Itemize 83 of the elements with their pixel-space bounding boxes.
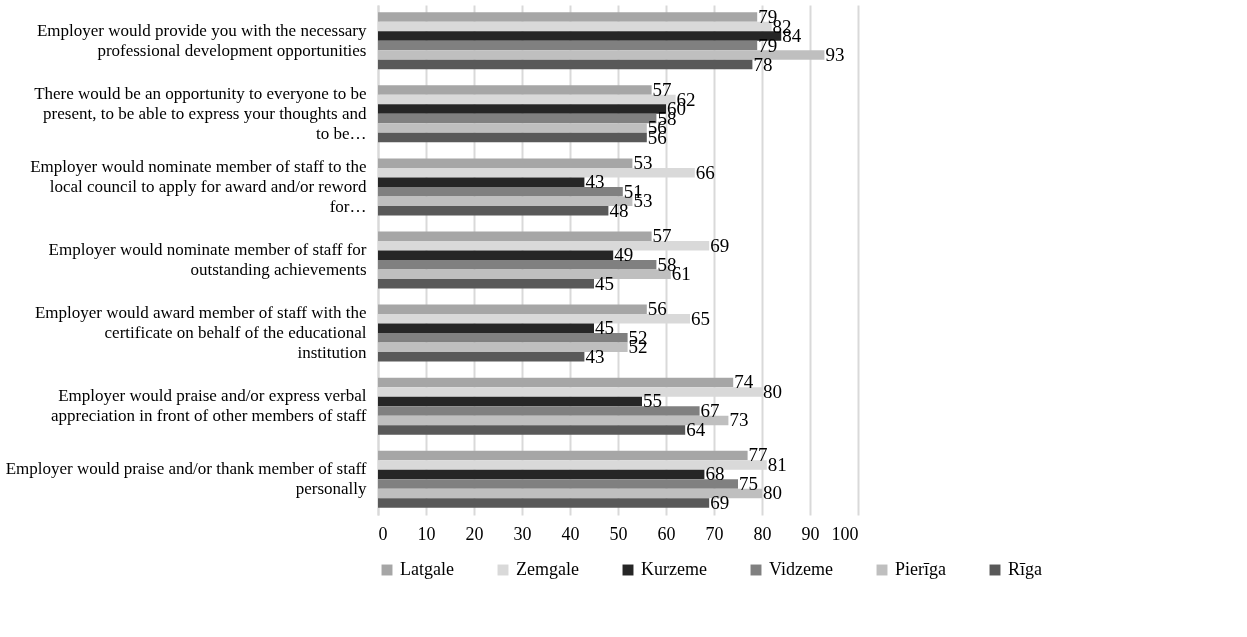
data-label: 80	[763, 380, 782, 402]
bar	[378, 269, 671, 279]
data-label: 65	[691, 307, 710, 329]
bar	[378, 304, 647, 315]
bar	[378, 123, 647, 133]
data-label: 45	[595, 317, 614, 339]
y-tick-label: Employer would provide you with the necessary professional development opportunities	[36, 20, 367, 60]
y-tick-label: Employer would nominate member of staff for outstanding achievements	[48, 240, 367, 279]
x-tick-label: 20	[465, 523, 484, 544]
bar	[378, 396, 642, 407]
data-label: 68	[705, 463, 725, 485]
legend-label: Pierīga	[895, 559, 946, 579]
bar	[378, 177, 585, 187]
bar	[378, 469, 705, 480]
data-label: 64	[686, 418, 706, 440]
legend-label: Kurzeme	[641, 559, 707, 579]
data-label: 73	[729, 409, 749, 431]
bar	[378, 260, 657, 270]
data-label: 93	[825, 44, 845, 66]
data-label: 77	[748, 444, 768, 466]
x-tick-label: 60	[657, 523, 676, 544]
bar	[378, 425, 686, 435]
bar	[378, 31, 782, 41]
legend-label: Rīga	[1008, 559, 1043, 579]
data-label: 80	[763, 482, 782, 504]
x-tick-label: 80	[753, 523, 772, 544]
x-tick-label: 90	[801, 523, 820, 544]
bar	[378, 104, 666, 114]
bar	[378, 352, 585, 362]
bar	[378, 279, 594, 289]
x-tick-label: 70	[705, 523, 724, 544]
x-tick-label: 0	[378, 523, 388, 544]
x-tick-label: 40	[561, 523, 580, 544]
bar	[378, 205, 609, 216]
bar	[378, 406, 700, 416]
data-label: 57	[652, 225, 672, 247]
bar	[378, 231, 652, 241]
y-tick-label: Employer would praise and/or express verbal appreciation in front of other members of staff	[51, 386, 367, 426]
data-label: 55	[643, 390, 662, 412]
data-label: 79	[758, 34, 778, 56]
data-label: 74	[734, 371, 754, 393]
bar	[378, 158, 633, 168]
bar	[378, 196, 633, 206]
data-label: 45	[595, 272, 614, 294]
legend-label: Vidzeme	[769, 559, 833, 579]
y-tick-label: There would be an opportunity to everyone to be present, to be able to express your thoughts and to be…	[34, 83, 367, 143]
bar	[378, 85, 652, 95]
bar	[378, 40, 758, 51]
y-tick-label: Employer would praise and/or thank member of staff personally	[5, 459, 367, 499]
bar	[378, 498, 710, 508]
x-tick-label: 50	[609, 523, 628, 544]
bar	[378, 333, 628, 343]
y-tick-label: Employer would nominate member of staff to the local council to apply for award and/or reword for…	[30, 156, 367, 216]
bar	[378, 450, 748, 461]
bar	[378, 377, 734, 388]
data-label: 69	[710, 491, 730, 513]
data-label: 48	[609, 199, 629, 221]
data-label: 81	[767, 453, 787, 475]
data-label: 66	[695, 161, 715, 183]
legend-label: Latgale	[400, 559, 454, 579]
data-label: 43	[585, 171, 605, 193]
bar	[378, 59, 753, 70]
data-label: 75	[739, 472, 758, 494]
y-tick-label: Employer would award member of staff with the certificate on behalf of the educational institution	[34, 303, 367, 363]
bar	[378, 132, 647, 143]
bar	[378, 250, 614, 260]
data-label: 78	[753, 53, 773, 75]
x-tick-label: 30	[513, 523, 532, 544]
bar	[378, 186, 623, 197]
data-label: 56	[647, 298, 667, 320]
data-label: 57	[652, 79, 672, 101]
bar	[378, 323, 594, 334]
data-label: 43	[585, 345, 605, 367]
bar	[378, 50, 825, 60]
bar	[378, 479, 738, 489]
bar	[378, 12, 758, 22]
data-label: 49	[614, 244, 634, 266]
x-tick-label: 100	[831, 523, 859, 544]
data-label: 53	[633, 152, 653, 174]
data-label: 69	[710, 234, 730, 256]
legend-label: Zemgale	[516, 559, 579, 579]
data-label: 67	[700, 399, 720, 421]
x-tick-label: 10	[417, 523, 436, 544]
